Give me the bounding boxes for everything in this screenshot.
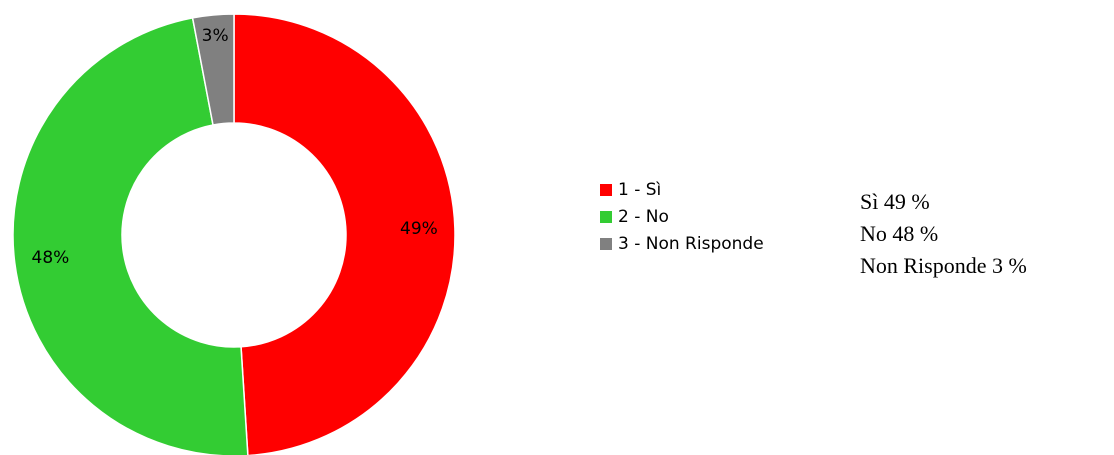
legend-item-si: 1 - Sì (600, 177, 764, 203)
slice-no (12, 17, 249, 455)
legend-swatch-si (600, 184, 612, 196)
summary-line-no: No 48 % (860, 221, 939, 246)
slice-si (233, 13, 456, 455)
legend-item-non-risponde: 3 - Non Risponde (600, 231, 764, 257)
summary-text-block: Sì 49 % No 48 % Non Risponde 3 % (860, 186, 1027, 282)
summary-line-non-risponde: Non Risponde 3 % (860, 253, 1027, 278)
legend-item-no: 2 - No (600, 204, 764, 230)
data-label-no: 48% (32, 248, 70, 268)
legend-label-non-risponde: 3 - Non Risponde (618, 234, 764, 254)
donut-chart: 49% 48% 3% (12, 13, 456, 455)
summary-line-si: Sì 49 % (860, 189, 930, 214)
slice-non-risponde (191, 13, 235, 126)
legend-label-no: 2 - No (618, 207, 669, 227)
data-label-si: 49% (400, 219, 438, 239)
legend-label-si: 1 - Sì (618, 180, 662, 200)
legend-swatch-non-risponde (600, 238, 612, 250)
legend-swatch-no (600, 211, 612, 223)
chart-legend: 1 - Sì 2 - No 3 - Non Risponde (600, 177, 764, 258)
data-label-non-risponde: 3% (202, 26, 229, 46)
